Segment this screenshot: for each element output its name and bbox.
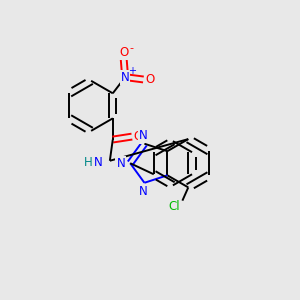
Text: Cl: Cl [168,200,180,213]
Text: O: O [119,46,128,59]
Text: H: H [83,156,92,169]
Text: -: - [130,43,134,53]
Text: N: N [94,156,103,169]
Text: N: N [139,129,147,142]
Text: N: N [116,157,125,170]
Text: N: N [139,184,147,197]
Text: O: O [145,73,154,86]
Text: +: + [128,66,136,76]
Text: O: O [134,130,143,143]
Text: N: N [121,70,130,84]
